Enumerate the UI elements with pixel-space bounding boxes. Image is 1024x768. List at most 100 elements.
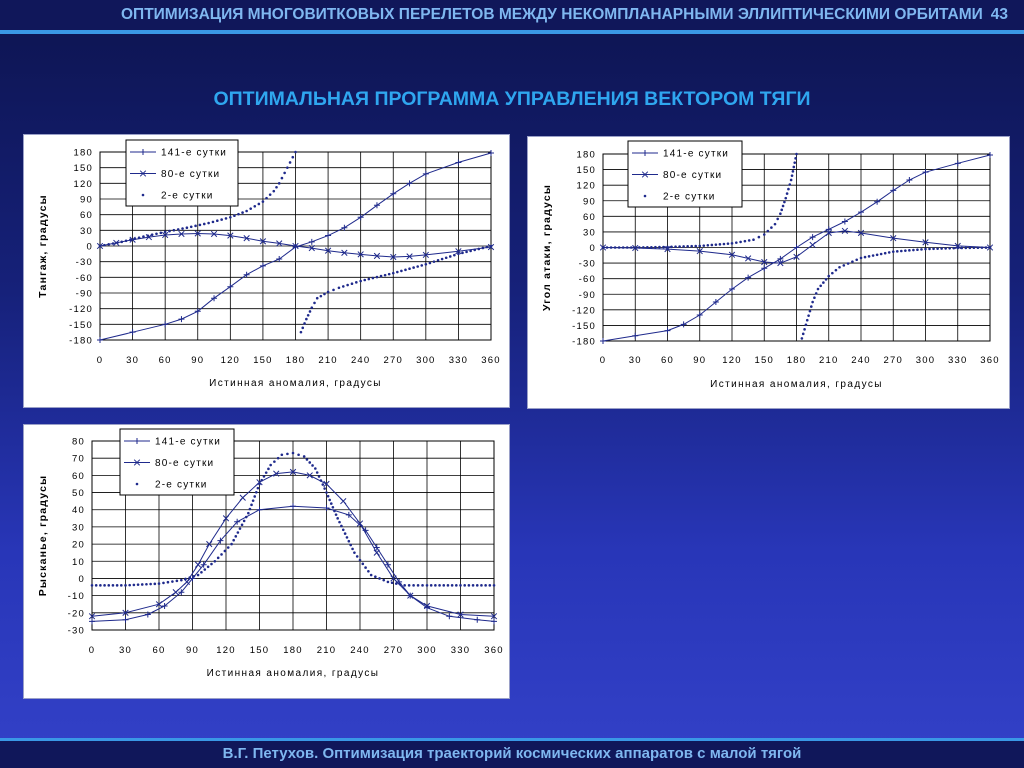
data-point-plus xyxy=(211,295,218,302)
data-point-plus xyxy=(809,234,816,241)
data-point-dot xyxy=(412,266,415,269)
data-point-dot xyxy=(795,152,798,156)
data-point-dot xyxy=(784,196,788,200)
data-point-x xyxy=(455,248,462,255)
data-point-x xyxy=(194,561,202,568)
data-point-dot xyxy=(171,580,174,583)
data-point-plus xyxy=(323,505,330,512)
y-tick-label: -180 xyxy=(572,337,596,348)
data-point-dot xyxy=(303,322,306,325)
y-tick-label: 0 xyxy=(79,574,85,585)
y-axis-label: Рысканье, градусы xyxy=(37,475,49,597)
data-point-dot xyxy=(394,582,398,585)
data-point-dot xyxy=(924,247,927,251)
data-point-dot xyxy=(480,584,483,587)
data-point-x xyxy=(641,171,649,178)
data-point-dot xyxy=(213,559,217,563)
y-tick-label: 30 xyxy=(80,226,93,237)
data-point-x xyxy=(390,253,397,261)
x-tick-label: 210 xyxy=(317,645,336,656)
data-point-dot xyxy=(776,217,779,221)
data-point-dot xyxy=(379,274,383,278)
data-point-dot xyxy=(851,260,854,263)
data-point-plus xyxy=(632,332,639,339)
data-point-plus xyxy=(600,338,606,344)
data-point-dot xyxy=(288,161,292,164)
data-point-dot xyxy=(408,267,411,271)
data-point-x xyxy=(407,592,414,599)
data-point-x xyxy=(276,240,283,247)
data-point-dot xyxy=(351,547,354,551)
data-point-plus xyxy=(341,224,348,231)
y-tick-label: -90 xyxy=(76,289,93,300)
data-point-dot xyxy=(432,260,436,263)
x-tick-label: 300 xyxy=(416,355,435,366)
series-3 xyxy=(90,451,496,587)
data-point-dot xyxy=(813,296,816,300)
data-point-dot xyxy=(457,252,460,256)
data-point-dot xyxy=(308,461,312,464)
legend: 141-е сутки 80-е сутки 2-е сутки xyxy=(119,428,235,496)
data-point-dot xyxy=(361,562,365,566)
data-point-dot xyxy=(159,231,163,235)
data-point-plus xyxy=(906,176,913,183)
data-point-dot xyxy=(275,185,278,189)
data-point-dot xyxy=(662,245,665,249)
data-point-dot xyxy=(403,584,406,587)
data-point-dot xyxy=(416,584,420,587)
data-point-dot xyxy=(229,215,232,219)
data-point-dot xyxy=(196,573,200,577)
y-tick-label: 20 xyxy=(72,540,85,551)
data-point-dot xyxy=(442,584,446,587)
data-point-dot xyxy=(149,582,152,586)
data-point-plus xyxy=(162,321,169,328)
data-point-dot xyxy=(103,584,106,587)
data-point-dot xyxy=(363,278,367,282)
data-point-dot xyxy=(336,517,339,520)
data-point-x xyxy=(139,170,147,177)
data-point-dot xyxy=(429,584,433,587)
data-point-dot xyxy=(267,467,270,471)
data-point-dot xyxy=(390,581,394,585)
data-point-dot xyxy=(968,246,972,250)
data-point-dot xyxy=(124,239,128,243)
data-point-plus xyxy=(825,226,832,233)
data-point-dot xyxy=(367,277,371,281)
data-point-dot xyxy=(834,268,838,272)
data-point-dot xyxy=(621,246,625,249)
data-point-dot xyxy=(341,285,345,288)
data-point-dot xyxy=(643,194,647,198)
data-point-x xyxy=(239,494,246,501)
data-point-x xyxy=(210,230,218,238)
pitch-chart-panel: 180 150 120 90 60 30 0 -30 -60 -90 -120 -150 -180 0 30… xyxy=(23,134,510,408)
data-point-dot xyxy=(146,234,150,237)
data-point-dot xyxy=(107,243,110,246)
data-point-dot xyxy=(859,256,863,260)
data-point-dot xyxy=(294,150,297,154)
data-point-dot xyxy=(166,580,170,584)
data-point-dot xyxy=(240,523,244,527)
data-point-dot xyxy=(735,241,738,244)
data-point-dot xyxy=(192,575,196,578)
data-point-dot xyxy=(329,502,333,505)
data-point-dot xyxy=(272,189,276,193)
data-point-dot xyxy=(345,536,349,539)
data-point-dot xyxy=(319,294,323,298)
data-point-dot xyxy=(268,193,272,196)
data-point-plus xyxy=(777,255,784,262)
x-axis-label: Истинная аномалия, градусы xyxy=(710,379,883,390)
data-point-dot xyxy=(459,584,462,587)
slide-footer: В.Г. Петухов. Оптимизация траекторий кос… xyxy=(0,741,1024,768)
data-point-plus xyxy=(712,299,719,306)
data-point-dot xyxy=(407,584,411,587)
data-point-dot xyxy=(481,246,485,250)
data-point-dot xyxy=(198,223,202,227)
data-point-dot xyxy=(286,166,289,169)
data-point-dot xyxy=(964,246,968,250)
x-tick-label: 300 xyxy=(916,355,935,366)
data-point-dot xyxy=(306,313,310,317)
data-point-dot xyxy=(766,229,770,233)
data-point-x xyxy=(323,480,330,488)
data-point-dot xyxy=(438,584,441,587)
data-point-dot xyxy=(694,244,698,248)
